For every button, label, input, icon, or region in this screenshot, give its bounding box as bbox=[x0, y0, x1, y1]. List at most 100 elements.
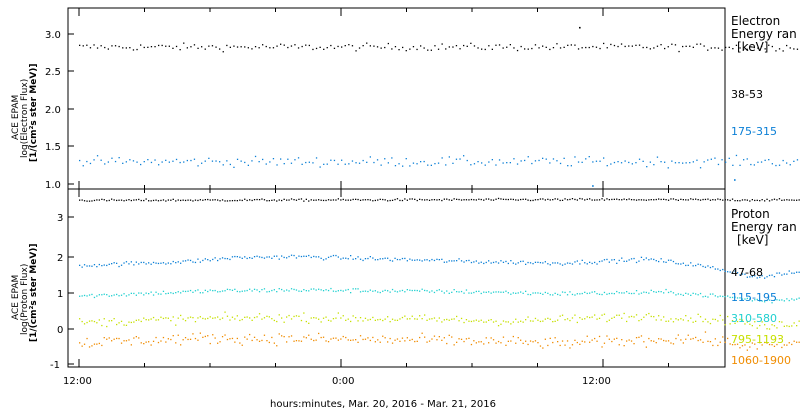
proton-series-1-point bbox=[384, 257, 386, 259]
proton-series-1-point bbox=[369, 256, 371, 258]
proton-series-4-point bbox=[204, 335, 206, 338]
proton-series-0-point bbox=[650, 199, 652, 201]
electron-y-label-line: log(Electron Flux) bbox=[20, 79, 30, 158]
proton-series-3-point bbox=[108, 320, 110, 322]
proton-series-4-point bbox=[374, 341, 376, 343]
proton-series-2-point bbox=[655, 291, 657, 293]
proton-series-4-point bbox=[246, 338, 248, 340]
proton-series-2-point bbox=[318, 288, 320, 290]
proton-series-4-point bbox=[367, 337, 369, 339]
electron-series-0-point bbox=[272, 47, 275, 49]
proton-series-3-point bbox=[310, 317, 312, 319]
electron-series-1-point bbox=[430, 164, 432, 166]
proton-series-4-point bbox=[586, 335, 588, 337]
proton-series-0-point bbox=[374, 199, 376, 202]
proton-series-0-point bbox=[261, 198, 263, 200]
proton-series-2-point bbox=[106, 294, 108, 296]
proton-series-2-point bbox=[327, 289, 330, 292]
proton-series-2-point bbox=[707, 296, 709, 298]
electron-series-0-point bbox=[251, 48, 253, 50]
proton-series-2-point bbox=[202, 292, 204, 294]
electron-series-0-point bbox=[132, 49, 135, 51]
proton-series-0-point bbox=[488, 198, 490, 200]
proton-series-3-point bbox=[729, 323, 731, 325]
electron-series-1-point bbox=[262, 158, 264, 161]
proton-series-2-point bbox=[458, 291, 460, 293]
proton-series-4-point bbox=[773, 345, 776, 347]
proton-series-2-point bbox=[167, 292, 169, 294]
electron-series-0-point bbox=[488, 45, 490, 47]
proton-series-1-point bbox=[773, 276, 776, 278]
proton-series-3-point bbox=[367, 319, 369, 321]
proton-series-2-point bbox=[557, 293, 559, 296]
proton-series-1-point bbox=[194, 261, 197, 264]
proton-series-4-point bbox=[778, 338, 781, 340]
electron-legend-entry: 175-315 bbox=[731, 125, 777, 138]
electron-legend-title: Energy ran bbox=[731, 27, 797, 41]
electron-series-1-point bbox=[445, 164, 447, 166]
proton-series-4-point bbox=[187, 338, 189, 341]
proton-series-3-point bbox=[761, 321, 763, 323]
electron-series-0-point bbox=[750, 46, 752, 48]
electron-series-0-point bbox=[201, 46, 203, 48]
proton-series-3-point bbox=[436, 320, 438, 322]
electron-series-1-point bbox=[757, 161, 759, 163]
electron-series-0-point bbox=[161, 44, 163, 47]
proton-series-0-point bbox=[529, 199, 532, 202]
proton-series-0-point bbox=[234, 199, 236, 202]
electron-series-0-point bbox=[559, 47, 562, 49]
proton-series-4-point bbox=[123, 340, 125, 342]
proton-series-3-point bbox=[281, 317, 283, 319]
proton-series-3-point bbox=[764, 324, 766, 326]
electron-series-0-point bbox=[290, 45, 293, 47]
electron-series-0-point bbox=[312, 48, 314, 51]
proton-series-3-point bbox=[350, 320, 352, 323]
electron-series-1-point bbox=[771, 163, 773, 165]
proton-series-1-point bbox=[621, 257, 623, 259]
proton-series-3-point bbox=[305, 320, 307, 323]
electron-series-1-point bbox=[111, 157, 113, 159]
proton-series-0-point bbox=[441, 199, 443, 202]
electron-series-1-point bbox=[204, 160, 206, 162]
proton-series-3-point bbox=[645, 314, 647, 316]
proton-series-3-point bbox=[332, 318, 335, 320]
proton-series-3-point bbox=[236, 315, 238, 317]
proton-series-1-point bbox=[118, 265, 120, 268]
proton-series-3-point bbox=[419, 315, 421, 317]
proton-series-4-point bbox=[613, 338, 615, 340]
proton-series-3-point bbox=[754, 321, 756, 323]
electron-series-1-point bbox=[265, 163, 267, 165]
proton-series-2-point bbox=[305, 290, 307, 292]
proton-series-1-point bbox=[796, 271, 798, 273]
proton-series-2-point bbox=[791, 298, 793, 300]
proton-legend: Proton Energy ran [keV] 47-68 115-195 31… bbox=[731, 207, 797, 367]
electron-series-0-point bbox=[660, 44, 662, 46]
proton-series-0-point bbox=[670, 198, 672, 200]
electron-series-1-point bbox=[567, 165, 569, 167]
proton-series-0-point bbox=[278, 199, 280, 201]
electron-series-1-point bbox=[524, 159, 526, 162]
proton-series-2-point bbox=[761, 300, 763, 302]
proton-series-0-point bbox=[298, 198, 300, 200]
proton-series-4-point bbox=[236, 337, 238, 340]
proton-series-3-point bbox=[682, 319, 684, 321]
proton-series-2-point bbox=[286, 289, 288, 291]
electron-series-0-point bbox=[100, 45, 102, 47]
proton-series-3-point bbox=[768, 328, 771, 330]
proton-series-1-point bbox=[197, 258, 199, 260]
electron-series-0-point bbox=[642, 46, 644, 49]
proton-series-2-point bbox=[756, 298, 758, 301]
proton-series-2-point bbox=[579, 293, 581, 295]
proton-series-3-point bbox=[263, 317, 266, 319]
proton-series-1-point bbox=[628, 259, 630, 261]
proton-series-4-point bbox=[685, 338, 687, 340]
proton-series-1-point bbox=[347, 258, 349, 260]
proton-series-1-point bbox=[424, 259, 426, 261]
proton-series-2-point bbox=[645, 291, 647, 294]
proton-series-0-point bbox=[663, 198, 665, 200]
electron-series-1-point bbox=[495, 164, 497, 166]
proton-series-2-point bbox=[189, 289, 192, 292]
electron-series-1-point bbox=[143, 161, 145, 163]
electron-series-0-point bbox=[524, 48, 526, 50]
proton-y-label-line: ACE EPAM bbox=[11, 275, 21, 320]
